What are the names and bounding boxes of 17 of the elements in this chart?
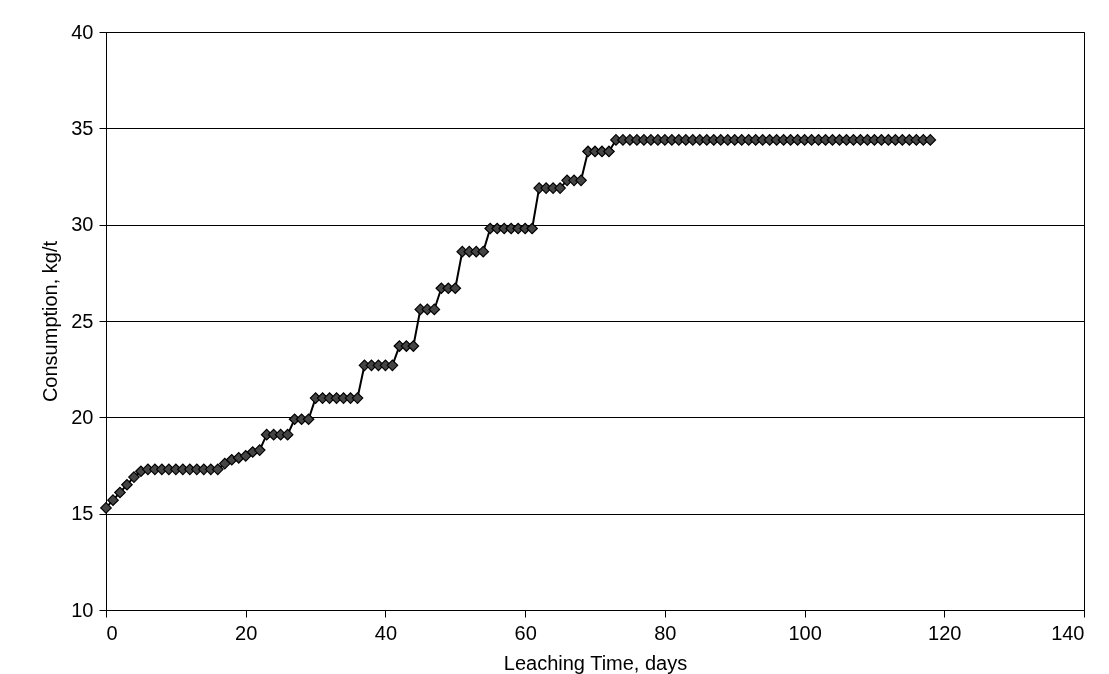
x-tick-label: 40 xyxy=(374,621,398,644)
x-tick-label: 120 xyxy=(928,621,962,644)
y-tick-label: 20 xyxy=(71,405,94,428)
x-tick-label: 60 xyxy=(514,621,537,644)
x-axis-title: Leaching Time, days xyxy=(503,651,688,674)
x-tick-label: 80 xyxy=(654,621,677,644)
x-tick-label: 140 xyxy=(1051,621,1085,644)
x-tick-label: 20 xyxy=(235,621,258,644)
x-tick-label: 100 xyxy=(788,621,822,644)
y-tick-label: 40 xyxy=(71,20,94,43)
x-tick-label: 0 xyxy=(106,621,118,644)
y-axis-title: Consumption, kg/t xyxy=(39,240,62,403)
y-tick-label: 35 xyxy=(71,116,94,139)
y-tick-label: 15 xyxy=(71,502,94,525)
y-tick-label: 30 xyxy=(71,213,94,236)
y-tick-label: 10 xyxy=(71,598,94,621)
y-tick-label: 25 xyxy=(71,309,94,332)
